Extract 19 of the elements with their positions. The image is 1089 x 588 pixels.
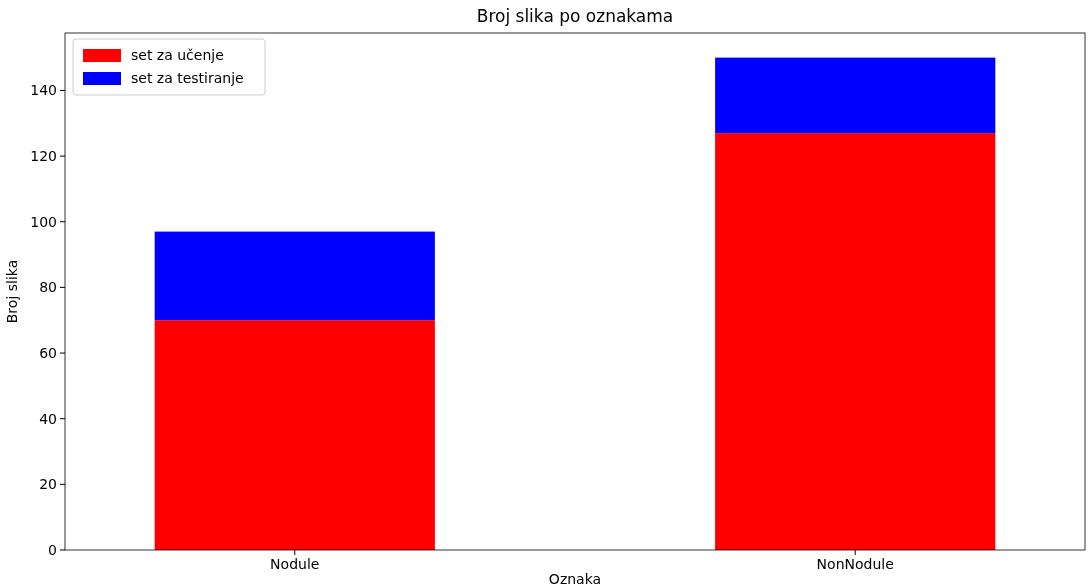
y-tick-label: 80 (39, 279, 57, 296)
y-tick-label: 0 (48, 541, 57, 558)
bar (154, 320, 435, 550)
chart-title: Broj slika po oznakama (476, 6, 674, 26)
bar (154, 231, 435, 321)
y-axis-title: Broj slika (4, 259, 20, 324)
y-tick-label: 100 (30, 213, 57, 230)
legend-label: set za testiranje (131, 70, 244, 86)
x-tick-label: NonNodule (816, 556, 894, 572)
x-axis-title: Oznaka (548, 571, 602, 587)
x-tick-label: Nodule (270, 556, 320, 572)
legend-label: set za učenje (131, 47, 224, 63)
bar (715, 133, 996, 550)
y-tick-label: 120 (30, 148, 57, 164)
y-tick-label: 20 (39, 476, 57, 493)
y-tick-label: 40 (39, 410, 57, 427)
bar (715, 57, 996, 134)
y-tick-label: 60 (39, 344, 57, 361)
y-tick-label: 140 (30, 82, 57, 99)
